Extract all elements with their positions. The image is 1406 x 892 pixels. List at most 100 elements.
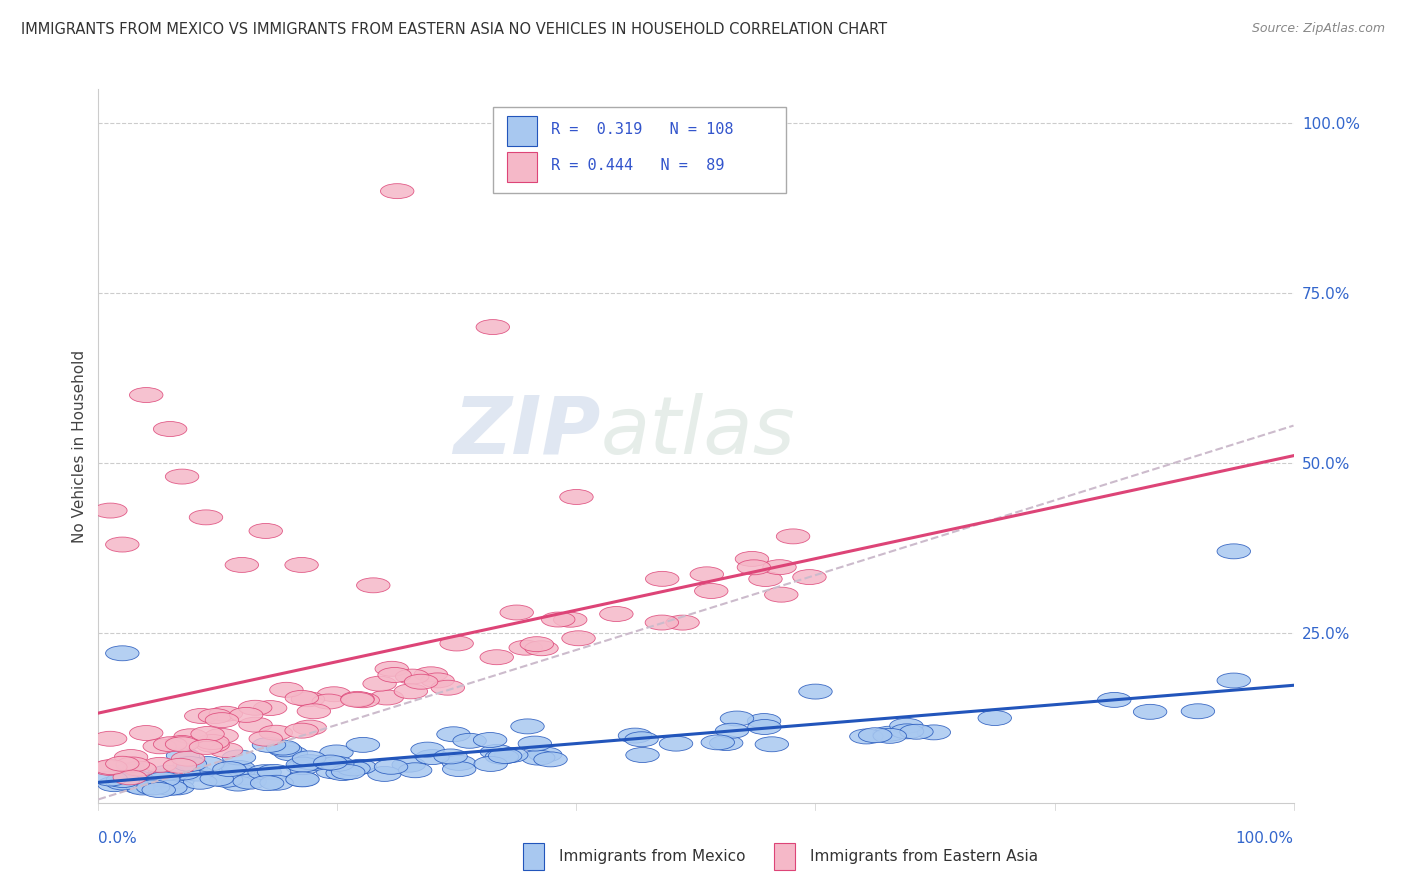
Text: Source: ZipAtlas.com: Source: ZipAtlas.com — [1251, 22, 1385, 36]
Ellipse shape — [1218, 544, 1250, 558]
Ellipse shape — [337, 761, 370, 776]
Ellipse shape — [1098, 692, 1130, 707]
Ellipse shape — [479, 745, 513, 759]
Ellipse shape — [755, 737, 789, 752]
Ellipse shape — [205, 713, 239, 728]
Ellipse shape — [432, 681, 464, 695]
Ellipse shape — [440, 636, 474, 651]
Ellipse shape — [735, 551, 769, 566]
Ellipse shape — [363, 676, 396, 691]
Ellipse shape — [184, 774, 217, 789]
Ellipse shape — [160, 773, 194, 789]
Ellipse shape — [209, 743, 243, 757]
Ellipse shape — [873, 726, 905, 741]
Ellipse shape — [394, 684, 427, 698]
Ellipse shape — [270, 682, 304, 698]
Ellipse shape — [398, 763, 432, 778]
Ellipse shape — [117, 757, 149, 772]
Ellipse shape — [146, 772, 180, 787]
Ellipse shape — [318, 687, 350, 702]
FancyBboxPatch shape — [773, 843, 796, 870]
Ellipse shape — [191, 756, 224, 772]
Ellipse shape — [702, 735, 734, 750]
Ellipse shape — [560, 490, 593, 505]
Ellipse shape — [105, 756, 139, 772]
Ellipse shape — [599, 607, 633, 622]
Ellipse shape — [979, 711, 1011, 725]
Ellipse shape — [453, 733, 486, 748]
Ellipse shape — [247, 764, 281, 780]
Ellipse shape — [517, 736, 551, 751]
Ellipse shape — [799, 684, 832, 699]
Ellipse shape — [252, 738, 285, 752]
Ellipse shape — [229, 707, 263, 723]
Ellipse shape — [112, 770, 146, 785]
Ellipse shape — [122, 761, 156, 776]
Ellipse shape — [314, 755, 347, 770]
Ellipse shape — [378, 667, 412, 682]
Ellipse shape — [166, 469, 198, 484]
Ellipse shape — [269, 742, 302, 756]
Ellipse shape — [316, 764, 350, 779]
Ellipse shape — [474, 756, 508, 772]
Ellipse shape — [233, 774, 266, 789]
Ellipse shape — [326, 765, 360, 780]
Ellipse shape — [720, 711, 754, 726]
FancyBboxPatch shape — [494, 107, 786, 193]
Ellipse shape — [148, 769, 181, 783]
Text: 100.0%: 100.0% — [1236, 831, 1294, 847]
Ellipse shape — [562, 631, 595, 646]
Ellipse shape — [765, 587, 799, 602]
Ellipse shape — [153, 737, 187, 752]
Ellipse shape — [375, 661, 409, 676]
Ellipse shape — [340, 691, 374, 706]
Ellipse shape — [167, 765, 200, 780]
Ellipse shape — [209, 772, 243, 788]
Ellipse shape — [793, 570, 827, 584]
Ellipse shape — [346, 693, 380, 707]
Ellipse shape — [225, 558, 259, 573]
Text: R =  0.319   N = 108: R = 0.319 N = 108 — [551, 122, 734, 137]
Ellipse shape — [509, 640, 543, 656]
Ellipse shape — [368, 766, 401, 781]
Text: ZIP: ZIP — [453, 392, 600, 471]
Ellipse shape — [298, 756, 330, 771]
Ellipse shape — [917, 725, 950, 739]
Ellipse shape — [142, 782, 176, 797]
Text: R = 0.444   N =  89: R = 0.444 N = 89 — [551, 158, 724, 173]
Ellipse shape — [346, 738, 380, 752]
Ellipse shape — [529, 747, 562, 762]
Ellipse shape — [666, 615, 699, 630]
Text: 0.0%: 0.0% — [98, 831, 138, 847]
Ellipse shape — [222, 760, 254, 775]
Ellipse shape — [285, 757, 319, 772]
Ellipse shape — [160, 780, 194, 795]
Ellipse shape — [411, 742, 444, 757]
Ellipse shape — [321, 756, 354, 772]
Text: Immigrants from Mexico: Immigrants from Mexico — [558, 849, 745, 863]
Ellipse shape — [219, 763, 253, 778]
Ellipse shape — [250, 776, 284, 790]
Ellipse shape — [392, 757, 426, 772]
Ellipse shape — [285, 723, 318, 739]
Ellipse shape — [190, 510, 222, 524]
Ellipse shape — [129, 725, 163, 740]
Ellipse shape — [748, 720, 782, 734]
Ellipse shape — [153, 422, 187, 436]
Ellipse shape — [357, 578, 389, 593]
Ellipse shape — [285, 690, 319, 706]
Ellipse shape — [541, 612, 575, 627]
Ellipse shape — [292, 720, 326, 735]
Ellipse shape — [319, 745, 353, 760]
Ellipse shape — [174, 760, 208, 775]
Ellipse shape — [285, 772, 319, 787]
Ellipse shape — [749, 572, 782, 586]
Ellipse shape — [266, 740, 299, 755]
Ellipse shape — [93, 761, 127, 775]
Ellipse shape — [253, 700, 287, 715]
Ellipse shape — [659, 736, 693, 751]
Ellipse shape — [143, 757, 177, 772]
Ellipse shape — [520, 637, 554, 652]
Ellipse shape — [374, 759, 408, 774]
Ellipse shape — [94, 760, 127, 774]
